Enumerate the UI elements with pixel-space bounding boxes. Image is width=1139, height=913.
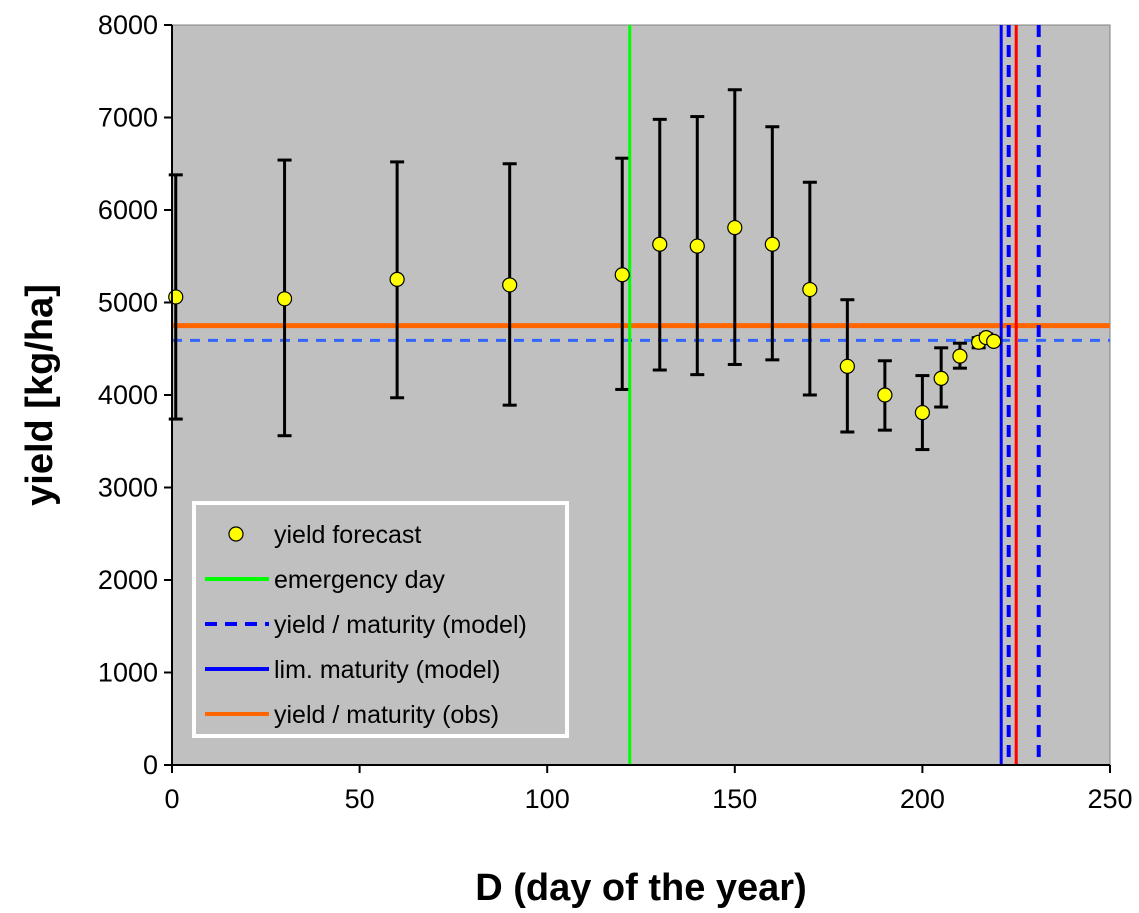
x-tick-label-3: 150	[712, 784, 757, 814]
y-tick-label-1: 1000	[98, 658, 158, 688]
legend-label-3: lim. maturity (model)	[274, 656, 500, 684]
x-tick-label-4: 200	[900, 784, 945, 814]
x-tick-label-2: 100	[525, 784, 570, 814]
y-tick-label-6: 6000	[98, 195, 158, 225]
horizontal-lines	[172, 323, 1110, 342]
forecast-point-3	[502, 277, 518, 293]
forecast-point-13	[933, 370, 949, 386]
y-tick-label-7: 7000	[98, 103, 158, 133]
y-tick-label-8: 8000	[98, 10, 158, 40]
forecast-point-2	[389, 271, 405, 287]
legend-box	[192, 501, 569, 738]
x-tick-label-1: 50	[345, 784, 375, 814]
forecast-point-9	[802, 281, 818, 298]
forecast-points	[168, 219, 1002, 421]
legend: yield forecast emergency day yield / matur…	[192, 501, 569, 738]
legend-label-4: yield / maturity (obs)	[274, 701, 499, 729]
forecast-point-11	[877, 387, 893, 403]
y-tick-labels: 0 1000 2000 3000 4000 5000 6000 7000 8000	[98, 10, 172, 780]
y-tick-label-0: 0	[143, 750, 158, 780]
forecast-point-6	[689, 238, 705, 254]
y-tick-label-5: 5000	[98, 288, 158, 318]
x-tick-labels: 0 50 100 150 200 250	[164, 765, 1133, 814]
legend-marker-0	[228, 526, 244, 542]
x-tick-label-5: 250	[1087, 784, 1132, 814]
forecast-point-17	[986, 333, 1002, 349]
vertical-lines	[628, 25, 1041, 765]
forecast-point-14	[952, 348, 968, 364]
x-tick-label-0: 0	[164, 784, 179, 814]
forecast-point-1	[276, 291, 293, 307]
y-tick-label-3: 3000	[98, 473, 158, 503]
forecast-point-7	[727, 219, 743, 236]
legend-label-2: yield / maturity (model)	[274, 611, 527, 639]
legend-label-1: emergency day	[274, 566, 445, 594]
y-tick-label-4: 4000	[98, 380, 158, 410]
x-axis-title: D (day of the year)	[475, 867, 807, 909]
legend-label-0: yield forecast	[274, 521, 421, 549]
y-axis-title: yield [kg/ha]	[19, 284, 61, 506]
forecast-point-12	[914, 404, 931, 421]
forecast-point-4	[614, 267, 630, 283]
y-tick-label-2: 2000	[98, 565, 158, 595]
forecast-point-10	[839, 358, 855, 374]
forecast-point-5	[652, 236, 668, 252]
forecast-point-8	[764, 236, 780, 252]
